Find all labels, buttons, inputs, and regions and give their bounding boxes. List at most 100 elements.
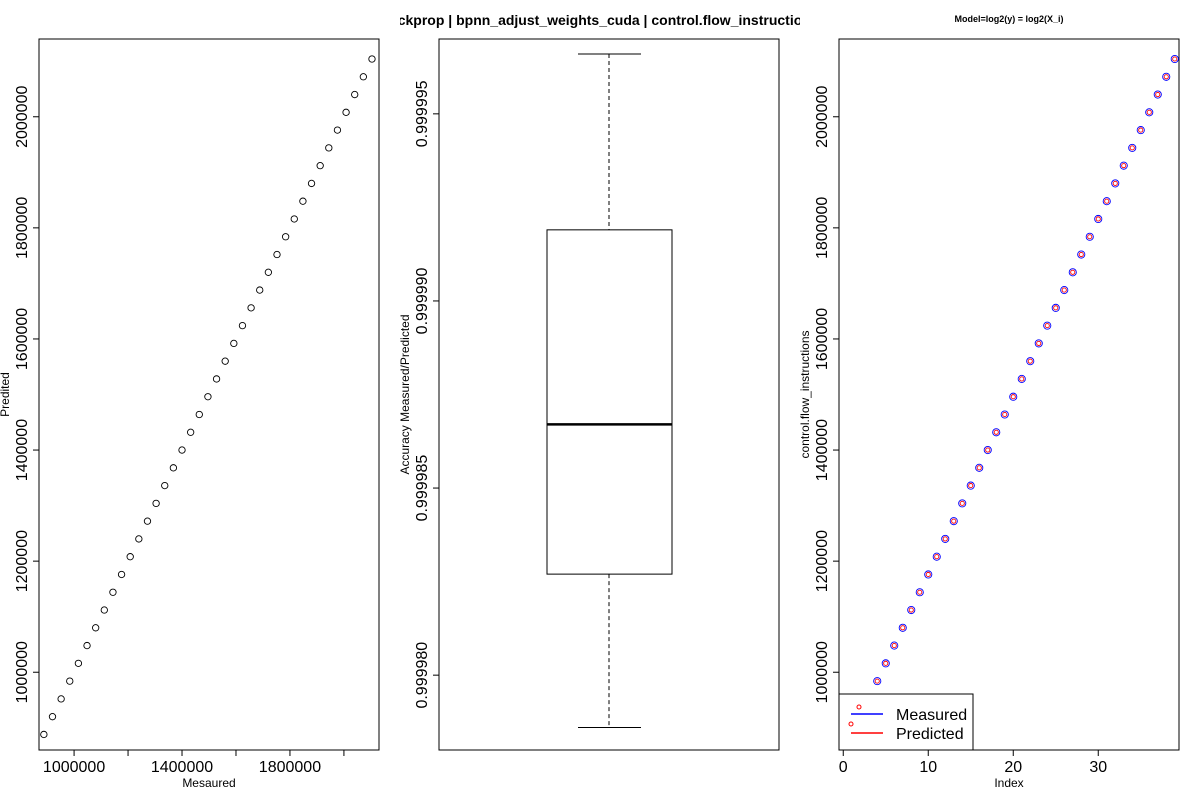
series-point-measured bbox=[975, 463, 984, 472]
chart-title: Model=log2(y) = log2(X_i) bbox=[954, 14, 1063, 24]
data-point bbox=[117, 570, 126, 579]
y-tick-label: 0.999980 bbox=[414, 642, 431, 709]
data-point bbox=[299, 197, 307, 205]
data-point bbox=[281, 233, 290, 241]
data-point bbox=[359, 73, 367, 81]
data-point bbox=[187, 428, 195, 436]
series-point-measured bbox=[1060, 286, 1069, 295]
series-point-measured bbox=[1170, 54, 1179, 64]
data-point bbox=[92, 624, 100, 632]
series-point-measured bbox=[966, 481, 975, 490]
data-point bbox=[342, 108, 350, 116]
data-point bbox=[212, 375, 221, 383]
series-point-predicted bbox=[951, 518, 957, 524]
series-point-predicted bbox=[976, 465, 982, 471]
series-point-predicted bbox=[1104, 198, 1110, 204]
series-point-predicted bbox=[1155, 91, 1161, 98]
data-point bbox=[351, 90, 359, 99]
data-point bbox=[100, 606, 108, 614]
series-point-measured bbox=[1153, 90, 1162, 99]
data-point bbox=[135, 535, 143, 543]
series-point-predicted bbox=[891, 643, 897, 649]
y-tick-label: 0.999990 bbox=[414, 267, 431, 334]
series-point-predicted bbox=[1087, 234, 1093, 240]
data-point bbox=[230, 339, 238, 348]
legend-marker bbox=[856, 704, 862, 710]
data-point bbox=[221, 357, 229, 365]
data-point bbox=[333, 126, 342, 134]
data-point bbox=[57, 695, 65, 703]
data-point bbox=[316, 161, 324, 170]
data-point bbox=[273, 250, 281, 259]
data-point bbox=[290, 215, 298, 223]
series-point-measured bbox=[873, 677, 882, 686]
index-series-panel: 0 10 20 30 1000000 1200000 1400000 1600000 18000… bbox=[798, 14, 1180, 790]
series-point-measured bbox=[915, 588, 924, 597]
y-tick-label: 1400000 bbox=[814, 419, 831, 481]
data-point bbox=[307, 179, 316, 188]
y-tick-label: 1200000 bbox=[814, 530, 831, 592]
x-tick-label: 1400000 bbox=[151, 759, 213, 776]
y-tick-label: 0.999985 bbox=[414, 455, 431, 522]
series-point-measured bbox=[1009, 392, 1018, 401]
series-point-predicted bbox=[1138, 127, 1144, 133]
plot-frame bbox=[838, 38, 1180, 751]
legend: Measured Predicted bbox=[838, 693, 974, 751]
x-axis-title: Mesaured bbox=[182, 776, 235, 790]
data-point bbox=[48, 713, 57, 721]
series-point-predicted bbox=[1036, 340, 1042, 346]
series-point-predicted bbox=[993, 429, 999, 435]
series-point-measured bbox=[1000, 410, 1009, 419]
series-point-measured bbox=[924, 570, 933, 579]
accuracy-boxplot-panel: 0.999980 0.999985 0.999990 0.999995 Accuracy… bbox=[398, 38, 780, 751]
series-point-predicted bbox=[908, 607, 914, 613]
data-point bbox=[195, 410, 203, 419]
y-tick-label: 1400000 bbox=[14, 419, 31, 481]
series-point-predicted bbox=[1172, 56, 1178, 62]
series-point-predicted bbox=[1044, 323, 1050, 329]
series-point-predicted bbox=[968, 483, 974, 489]
series-point-predicted bbox=[934, 554, 940, 560]
x-tick-label: 0 bbox=[839, 759, 848, 776]
data-point bbox=[126, 553, 134, 561]
y-axis-title: control.flow_instructions bbox=[798, 330, 812, 458]
series-point-measured bbox=[958, 499, 967, 508]
legend-box bbox=[838, 693, 974, 751]
legend-entry: Predicted bbox=[896, 726, 964, 743]
plot-frame bbox=[38, 38, 380, 751]
series-point-predicted bbox=[1121, 163, 1127, 169]
x-tick-label: 10 bbox=[919, 759, 937, 776]
series-point-measured bbox=[1111, 179, 1120, 188]
series-point-predicted bbox=[1163, 74, 1169, 80]
series-point-measured bbox=[1136, 126, 1145, 135]
series-point-measured bbox=[907, 605, 916, 615]
data-point bbox=[109, 588, 117, 596]
data-point bbox=[66, 677, 74, 685]
y-tick-label: 1800000 bbox=[814, 197, 831, 259]
series-point-predicted bbox=[1112, 180, 1118, 186]
data-point bbox=[368, 55, 376, 63]
series-point-measured bbox=[1034, 339, 1043, 348]
series-point-measured bbox=[992, 428, 1001, 437]
series-point-predicted bbox=[925, 571, 931, 578]
x-tick-label: 30 bbox=[1089, 759, 1107, 776]
series-point-measured bbox=[890, 641, 899, 650]
x-axis-title: Index bbox=[994, 776, 1023, 790]
series-point-measured bbox=[1128, 143, 1137, 152]
legend-entry: Measured bbox=[896, 707, 967, 724]
series-point-predicted bbox=[1095, 216, 1101, 222]
data-point bbox=[256, 286, 264, 294]
series-point-measured bbox=[1145, 108, 1154, 117]
data-point bbox=[264, 268, 273, 276]
series-point-predicted bbox=[1019, 376, 1025, 382]
series-point-measured bbox=[1094, 214, 1103, 224]
series-point-predicted bbox=[959, 500, 965, 506]
data-point bbox=[74, 659, 83, 667]
data-point bbox=[83, 641, 91, 650]
y-axis-title: Accuracy Measured/Predicted bbox=[398, 314, 412, 474]
series-point-measured bbox=[1017, 374, 1026, 383]
y-axis-title: Predited bbox=[0, 372, 12, 417]
x-tick-label: 20 bbox=[1004, 759, 1022, 776]
series-point-predicted bbox=[1010, 394, 1016, 400]
